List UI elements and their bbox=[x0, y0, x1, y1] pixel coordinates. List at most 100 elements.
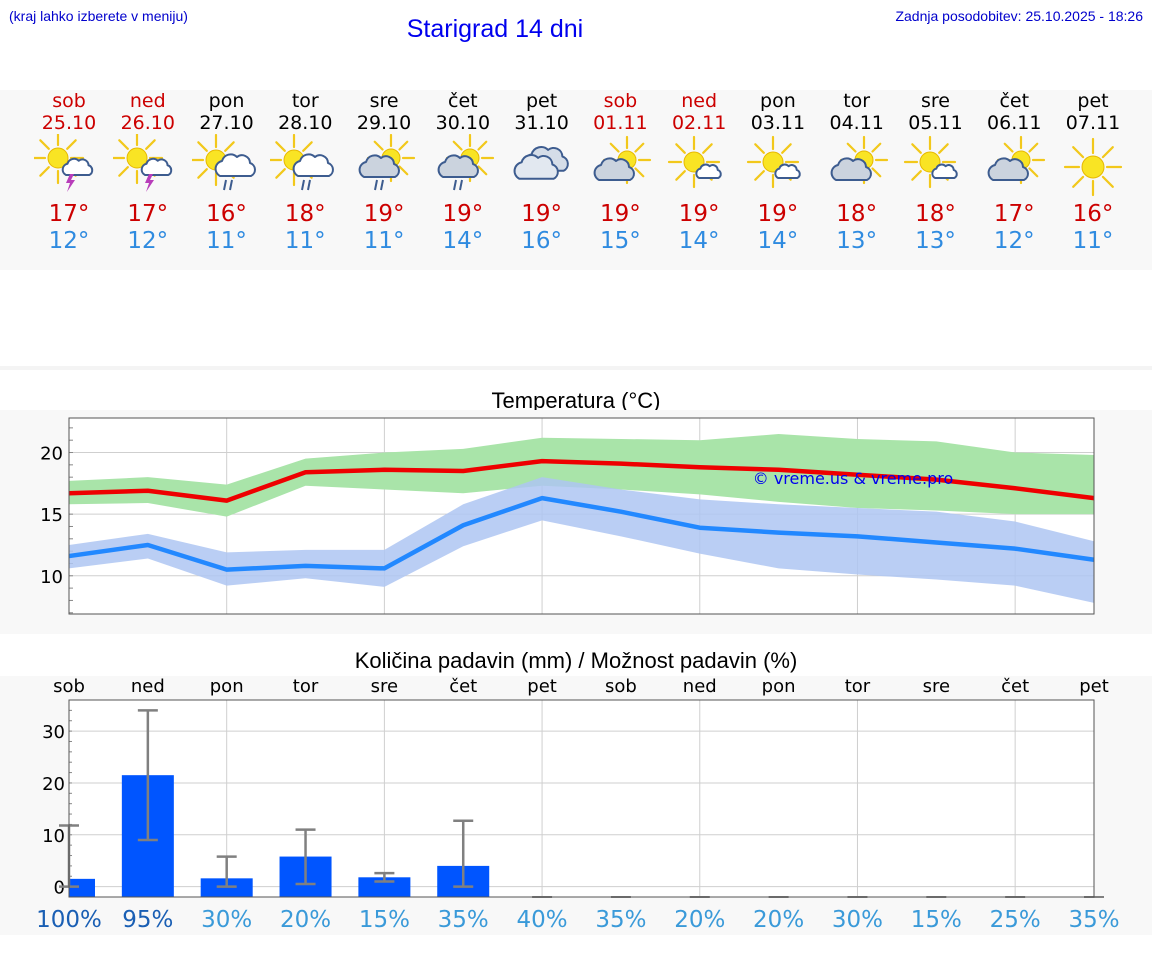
max-temperature: 19° bbox=[757, 201, 799, 227]
day-column: pet 31.10 19° 16° bbox=[502, 90, 582, 254]
day-column: sre 29.10 19° 11° bbox=[344, 90, 424, 254]
day-name: tor bbox=[843, 90, 871, 112]
day-name: ned bbox=[681, 90, 718, 112]
day-name: sob bbox=[603, 90, 638, 112]
day-column: pet 07.11 16° 11° bbox=[1053, 90, 1133, 254]
min-temperature: 12° bbox=[993, 228, 1035, 254]
day-name: pon bbox=[208, 90, 245, 112]
day-date: 07.11 bbox=[1065, 112, 1121, 134]
day-name: pet bbox=[526, 90, 558, 112]
min-temperature: 11° bbox=[206, 228, 247, 254]
day-column: tor 04.11 18° 13° bbox=[817, 90, 897, 254]
precip-bar bbox=[69, 878, 95, 897]
day-column: pon 27.10 16° 11° bbox=[187, 90, 267, 254]
max-temperature: 18° bbox=[284, 201, 326, 227]
cloud-sun-icon bbox=[580, 134, 660, 200]
day-date: 04.11 bbox=[829, 112, 884, 134]
min-temp-range-band bbox=[69, 477, 1094, 603]
day-label: čet bbox=[1001, 676, 1029, 697]
day-column: sob 01.11 19° 15° bbox=[580, 90, 660, 254]
day-date: 05.11 bbox=[908, 112, 963, 134]
day-label: ned bbox=[131, 676, 165, 697]
cloud-sun-icon bbox=[974, 134, 1054, 200]
precip-probability: 25% bbox=[990, 907, 1041, 933]
day-label: pon bbox=[210, 676, 244, 697]
day-name: pet bbox=[1077, 90, 1109, 112]
max-temperature: 16° bbox=[206, 201, 247, 227]
precip-probability: 15% bbox=[911, 907, 962, 933]
divider bbox=[0, 366, 1152, 370]
precip-probability: 15% bbox=[359, 907, 410, 933]
sun-icon bbox=[1053, 134, 1133, 200]
min-temp-line bbox=[68, 495, 1095, 572]
day-name: čet bbox=[448, 90, 478, 112]
day-label: čet bbox=[449, 676, 477, 697]
sun-cloud-thunder-icon bbox=[29, 134, 109, 200]
day-date: 30.10 bbox=[435, 112, 491, 134]
precip-probability: 35% bbox=[1068, 907, 1119, 933]
day-name: čet bbox=[999, 90, 1030, 112]
min-temperature: 16° bbox=[521, 228, 562, 254]
min-temperature: 14° bbox=[442, 228, 484, 254]
day-name: sre bbox=[920, 90, 950, 112]
day-label: tor bbox=[845, 676, 871, 697]
precipitation-chart-title: Količina padavin (mm) / Možnost padavin … bbox=[354, 648, 798, 673]
day-date: 03.11 bbox=[750, 112, 806, 134]
plot-area bbox=[69, 700, 1094, 897]
day-date: 27.10 bbox=[199, 112, 254, 134]
day-label: pet bbox=[527, 676, 557, 697]
max-temperature: 16° bbox=[1072, 201, 1114, 227]
max-temperature: 19° bbox=[678, 201, 720, 227]
precip-bar bbox=[358, 877, 411, 897]
y-tick-label: 0 bbox=[54, 878, 65, 899]
day-name: pon bbox=[760, 90, 796, 112]
min-temperature: 13° bbox=[836, 228, 878, 254]
day-label: sob bbox=[605, 676, 637, 697]
cloudy-icon bbox=[502, 134, 582, 200]
precip-probability: 35% bbox=[595, 907, 646, 933]
y-tick-label: 15 bbox=[40, 505, 63, 526]
sun-cloud-rain-icon bbox=[265, 134, 345, 200]
day-name: sre bbox=[369, 90, 399, 112]
day-date: 31.10 bbox=[514, 112, 569, 134]
sun-cloud-rain-icon bbox=[187, 134, 267, 200]
page-title: Starigrad 14 dni bbox=[406, 15, 584, 43]
min-temperature: 12° bbox=[127, 228, 169, 254]
day-date: 01.11 bbox=[593, 112, 648, 134]
watermark-text: © vreme.us & vreme.pro bbox=[753, 469, 954, 488]
day-label: pon bbox=[762, 676, 796, 697]
day-column: ned 26.10 17° 12° bbox=[108, 90, 188, 254]
day-date: 02.11 bbox=[671, 112, 727, 134]
y-tick-label: 30 bbox=[42, 722, 65, 743]
day-label: ned bbox=[683, 676, 717, 697]
y-tick-label: 20 bbox=[40, 444, 63, 465]
day-column: ned 02.11 19° 14° bbox=[659, 90, 739, 254]
max-temperature: 17° bbox=[993, 201, 1035, 227]
day-label: sob bbox=[53, 676, 85, 697]
temperature-chart-title: Temperatura (°C) bbox=[491, 388, 661, 413]
cloud-sun-rain-icon bbox=[344, 134, 424, 200]
max-temp-range-band bbox=[69, 434, 1094, 517]
plot-frame bbox=[68, 699, 1095, 898]
max-temperature: 18° bbox=[915, 201, 956, 227]
cloud-sun-icon bbox=[817, 134, 897, 200]
min-temperature: 14° bbox=[678, 228, 720, 254]
min-temperature: 13° bbox=[915, 228, 956, 254]
y-tick-label: 10 bbox=[40, 567, 63, 588]
min-temperature: 11° bbox=[1072, 228, 1114, 254]
last-updated: Zadnja posodobitev: 25.10.2025 - 18:26 bbox=[895, 8, 1143, 24]
precip-probability: 20% bbox=[674, 907, 725, 933]
location-menu-hint[interactable]: (kraj lahko izberete v meniju) bbox=[9, 8, 188, 24]
y-tick-label: 20 bbox=[42, 774, 65, 795]
day-label: tor bbox=[293, 676, 319, 697]
sun-small-cloud-icon bbox=[659, 134, 739, 200]
min-temperature: 12° bbox=[48, 228, 90, 254]
day-date: 28.10 bbox=[278, 112, 333, 134]
precip-probability: 95% bbox=[122, 907, 173, 933]
precip-probability: 20% bbox=[753, 907, 804, 933]
y-tick-label: 10 bbox=[42, 826, 65, 847]
day-column: sob 25.10 17° 12° bbox=[29, 90, 109, 254]
day-date: 06.11 bbox=[987, 112, 1042, 134]
